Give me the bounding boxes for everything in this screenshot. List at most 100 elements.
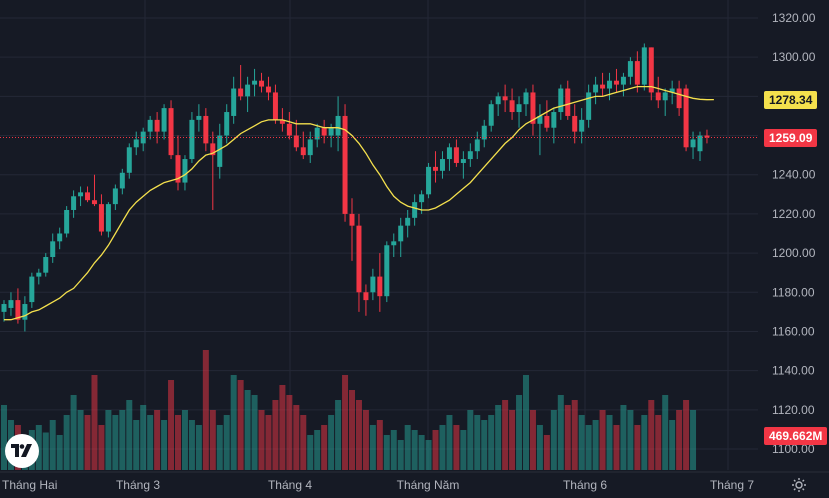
candle-body [293, 135, 299, 148]
candle-body [224, 112, 230, 136]
volume-bar [244, 390, 251, 470]
volume-bar [335, 400, 342, 470]
candle-body [412, 202, 418, 218]
candle-body [453, 147, 459, 163]
candle-body [71, 196, 77, 210]
volume-bar [676, 410, 683, 470]
volume-bar [432, 430, 439, 470]
candle-body [22, 304, 28, 320]
candle-body [446, 147, 452, 160]
price-tick-label: 1140.00 [772, 364, 815, 378]
candle-body [356, 225, 362, 293]
candle-body [140, 131, 146, 144]
volume-bar [258, 410, 265, 470]
volume-bar [112, 415, 119, 470]
volume-bar [328, 415, 335, 470]
last-price-tag: 1259.09 [764, 128, 818, 147]
volume-bar [161, 420, 168, 470]
candle-body [565, 88, 571, 116]
candle-body [620, 76, 626, 85]
volume-bar [342, 375, 349, 470]
time-tick-label: Tháng 4 [268, 478, 312, 492]
price-tick-label: 1120.00 [772, 403, 815, 417]
candle-body [112, 188, 118, 205]
volume-bar [627, 410, 634, 470]
candle-body [690, 139, 696, 148]
volume-bar [474, 415, 481, 470]
candle-body [272, 92, 278, 120]
volume-bar [571, 400, 578, 470]
tradingview-logo-icon[interactable] [5, 434, 39, 468]
volume-bar [300, 415, 307, 470]
candle-body [509, 100, 515, 113]
candle-body [481, 125, 487, 140]
volume-bar [362, 410, 369, 470]
candle-body [697, 135, 703, 152]
candle-body [8, 300, 14, 308]
candle-body [1, 304, 7, 312]
volume-bar [397, 440, 404, 470]
candle-body [15, 300, 21, 320]
candle-body [426, 166, 432, 195]
volume-bar [599, 410, 606, 470]
candle-body [627, 61, 633, 77]
candle-body [600, 84, 606, 89]
candle-body [342, 115, 348, 214]
candle-body [586, 92, 592, 120]
volume-bar [376, 420, 383, 470]
price-tick-label: 1180.00 [772, 285, 815, 299]
candle-body [50, 241, 56, 258]
volume-bar [349, 390, 355, 470]
volume-bar [495, 405, 502, 470]
moving-average-line [4, 85, 714, 321]
gear-icon[interactable] [791, 477, 807, 493]
candle-body [203, 115, 209, 144]
candle-body [252, 80, 258, 85]
candle-body [98, 204, 104, 232]
candle-body [641, 47, 647, 85]
volume-bar [613, 425, 620, 470]
candle-body [43, 257, 49, 273]
time-tick-label: Tháng 6 [563, 478, 607, 492]
volume-bar [641, 415, 648, 470]
volume-bar [488, 415, 495, 470]
volume-bar [634, 425, 641, 470]
volume-bar [70, 395, 77, 470]
volume-bar [84, 415, 91, 470]
candle-body [467, 151, 473, 160]
candle-body [265, 86, 271, 93]
price-tick-label: 1160.00 [772, 324, 815, 338]
candle-body [516, 104, 522, 113]
candle-body [391, 241, 397, 246]
candle-body [460, 159, 466, 163]
candle-body [683, 88, 689, 148]
volume-bar [564, 405, 571, 470]
time-axis[interactable]: Tháng Hai Tháng 3 Tháng 4 Tháng Năm Tháng 6 T… [2, 478, 754, 492]
volume-bar [453, 425, 460, 470]
volume-bar [606, 415, 613, 470]
price-axis[interactable]: 1100.00 1120.00 1140.00 1160.00 1180.00 1200.… [772, 11, 816, 456]
volume-bar [42, 432, 49, 470]
candle-body [669, 88, 675, 93]
candle-body [78, 192, 84, 197]
volume-bar [154, 410, 161, 470]
volume-bar [314, 430, 321, 470]
candle-body [537, 115, 543, 124]
candle-body [64, 209, 70, 234]
volume-bar [230, 375, 237, 470]
price-tick-label: 1320.00 [772, 11, 816, 25]
volume-bar [446, 415, 453, 470]
volume-bar [202, 350, 209, 470]
candle-body [217, 135, 223, 167]
candle-body [29, 276, 35, 303]
volume-bar [49, 420, 56, 470]
candle-body [363, 292, 369, 301]
candle-body [676, 88, 682, 109]
candle-body [433, 166, 439, 171]
candle-body [245, 84, 251, 97]
volume-bar [126, 400, 133, 470]
candle-body [572, 115, 578, 132]
time-tick-label: Tháng 3 [116, 478, 160, 492]
candle-body [439, 159, 445, 171]
